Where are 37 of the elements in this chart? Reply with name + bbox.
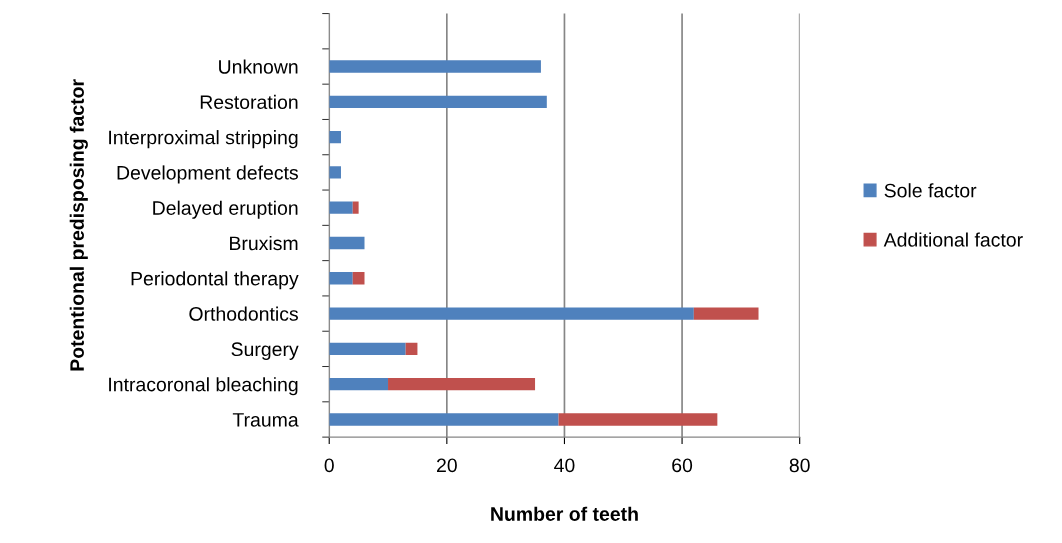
- bar: [329, 413, 559, 426]
- bar: [329, 166, 341, 179]
- x-tick-label: 60: [672, 458, 693, 473]
- x-axis-title: Number of teeth: [491, 506, 638, 521]
- bar: [329, 307, 694, 320]
- bar: [693, 307, 759, 320]
- x-tick-label: 20: [437, 458, 457, 473]
- bar: [329, 272, 353, 285]
- y-tick-label: Periodontal therapy: [131, 271, 299, 290]
- y-tick-label: Interproximal stripping: [109, 130, 298, 149]
- x-tick-label: 0: [324, 458, 334, 473]
- bar: [388, 378, 536, 391]
- y-tick-label: Unknown: [219, 59, 298, 74]
- x-tick-label: 40: [554, 458, 575, 473]
- y-tick-label: Trauma: [232, 413, 299, 427]
- bar: [329, 60, 541, 73]
- bar: [405, 342, 418, 356]
- bar: [329, 378, 389, 391]
- bar: [558, 413, 718, 426]
- legend-label: Sole factor: [884, 183, 977, 198]
- bar: [352, 272, 365, 285]
- y-tick-label: Bruxism: [230, 235, 298, 251]
- x-tick-label: 80: [789, 458, 810, 473]
- bar: [329, 130, 341, 144]
- y-tick-label: Restoration: [200, 94, 298, 110]
- legend-label: Additional factor: [883, 232, 1023, 247]
- bar: [329, 201, 353, 214]
- bar: [329, 95, 547, 108]
- y-tick-label: Surgery: [231, 342, 299, 360]
- bar: [329, 342, 406, 356]
- y-tick-label: Delayed eruption: [153, 200, 298, 219]
- y-tick-label: Orthodontics: [189, 306, 298, 321]
- bar: [329, 236, 365, 250]
- y-tick-label: Development defects: [117, 165, 298, 184]
- bar: [352, 201, 359, 214]
- y-axis-title: Potentional predisposing factor: [69, 79, 88, 371]
- y-tick-label: Intracoronal bleaching: [109, 377, 298, 396]
